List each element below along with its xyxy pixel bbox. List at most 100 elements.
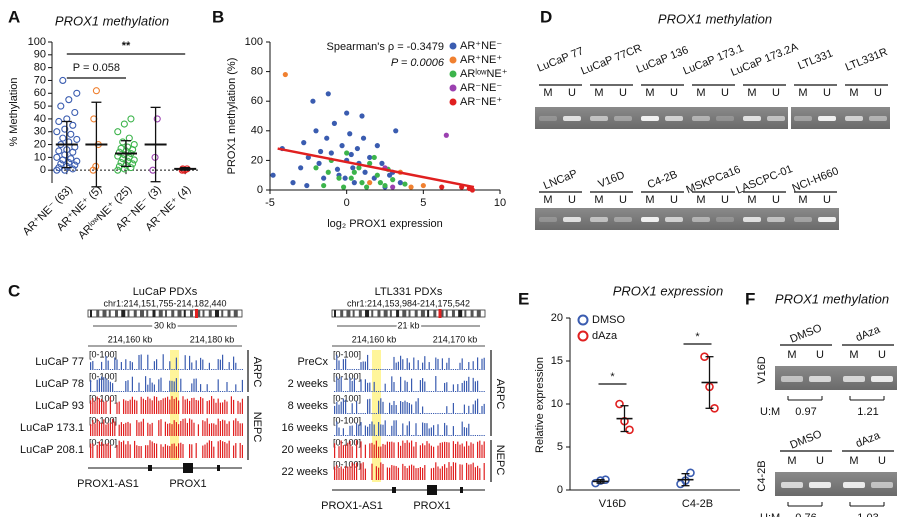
- track-bar: [156, 391, 158, 392]
- track-bar: [125, 444, 127, 458]
- track-bar: [347, 413, 349, 414]
- sample-label: LuCaP 77: [536, 45, 586, 74]
- track-range: [0-100]: [89, 393, 117, 403]
- track-name: LuCaP 78: [35, 378, 84, 390]
- track-bar: [378, 400, 380, 414]
- track-bar: [208, 391, 210, 392]
- track-bar: [224, 420, 226, 436]
- annotation: **: [122, 40, 131, 52]
- data-point: [313, 165, 319, 171]
- track-bar: [461, 382, 463, 392]
- track-bar: [404, 442, 406, 458]
- gel-band: [665, 217, 683, 222]
- annotation: P = 0.0006: [391, 57, 445, 69]
- track-bar: [162, 398, 164, 414]
- lane-label: M: [798, 87, 807, 99]
- ideogram-band: [389, 310, 392, 317]
- track-bar: [107, 443, 109, 458]
- track-bar: [224, 369, 226, 370]
- track-bar: [382, 424, 384, 436]
- data-point: [420, 182, 426, 189]
- track-bar: [474, 435, 476, 436]
- sample-label: LuCaP 77CR: [579, 42, 643, 77]
- track-bar: [226, 401, 228, 414]
- data-point: [374, 172, 380, 178]
- track-name: LuCaP 93: [35, 400, 84, 412]
- track-bar: [342, 428, 344, 436]
- track-bar: [145, 400, 147, 414]
- ratio-value: 0.76: [795, 512, 816, 517]
- track-bar: [367, 399, 369, 414]
- track-bar: [120, 391, 122, 392]
- track-bar: [160, 419, 162, 436]
- track-bar: [393, 356, 395, 370]
- track-bar: [384, 420, 386, 436]
- lane-label: U: [878, 455, 886, 467]
- track-bar: [197, 369, 199, 370]
- fit-line: [277, 147, 475, 189]
- track-bar: [455, 369, 457, 370]
- track-range: [0-100]: [333, 371, 361, 381]
- track-bar: [184, 391, 186, 392]
- data-point: [73, 89, 81, 97]
- track-bar: [235, 418, 237, 436]
- gel-band: [641, 217, 659, 222]
- gel-band: [843, 376, 865, 382]
- track-bar: [364, 444, 366, 458]
- lane-label: U: [823, 87, 831, 99]
- track-bar: [393, 465, 395, 480]
- track-bar: [455, 435, 457, 436]
- track-bar: [109, 422, 111, 436]
- track-bar: [356, 369, 358, 370]
- track-bar: [125, 359, 127, 370]
- ideogram-band: [358, 310, 362, 317]
- track-bar: [129, 361, 131, 370]
- track-bar: [336, 421, 338, 436]
- ideogram-band: [458, 310, 463, 317]
- track-bar: [380, 446, 382, 458]
- track-bar: [474, 467, 476, 480]
- track-bar: [202, 391, 204, 392]
- data-point: [439, 184, 445, 190]
- track-name: LuCaP 173.1: [20, 422, 84, 434]
- track-bar: [402, 440, 404, 458]
- track-bar: [171, 380, 173, 392]
- track-bar: [455, 443, 457, 458]
- track-bar: [116, 391, 118, 392]
- track-bar: [413, 446, 415, 458]
- track-bar: [375, 391, 377, 392]
- track-bar: [364, 425, 366, 436]
- track-bar: [202, 420, 204, 436]
- track-bar: [479, 413, 481, 414]
- y-tick-label: 0: [40, 164, 46, 176]
- track-bar: [171, 369, 173, 370]
- track-bar: [373, 369, 375, 370]
- track-bar: [397, 442, 399, 458]
- gel-band: [767, 116, 785, 121]
- track-bar: [382, 369, 384, 370]
- track-bar: [334, 443, 336, 458]
- track-bar: [180, 378, 182, 392]
- track-bar: [215, 369, 217, 370]
- track-bar: [101, 422, 103, 436]
- y-tick-label: 30: [34, 126, 46, 138]
- track-bar: [395, 362, 397, 370]
- track-bar: [182, 444, 184, 458]
- track-bar: [228, 362, 230, 370]
- gel-band: [716, 217, 734, 222]
- track-bar: [118, 401, 120, 414]
- track-bar: [107, 360, 109, 370]
- track-name: LuCaP 77: [35, 356, 84, 368]
- track-bar: [347, 435, 349, 436]
- data-point: [387, 172, 393, 178]
- track-bar: [151, 400, 153, 414]
- lane-label: M: [798, 194, 807, 206]
- y-tick-label: 20: [251, 154, 263, 166]
- track-bar: [400, 355, 402, 370]
- track-bar: [459, 435, 461, 436]
- track-bar: [239, 391, 241, 392]
- track-bar: [452, 441, 454, 458]
- y-axis-label: PROX1 methylation (%): [226, 58, 238, 175]
- data-point: [367, 154, 373, 161]
- track-bar: [189, 355, 191, 370]
